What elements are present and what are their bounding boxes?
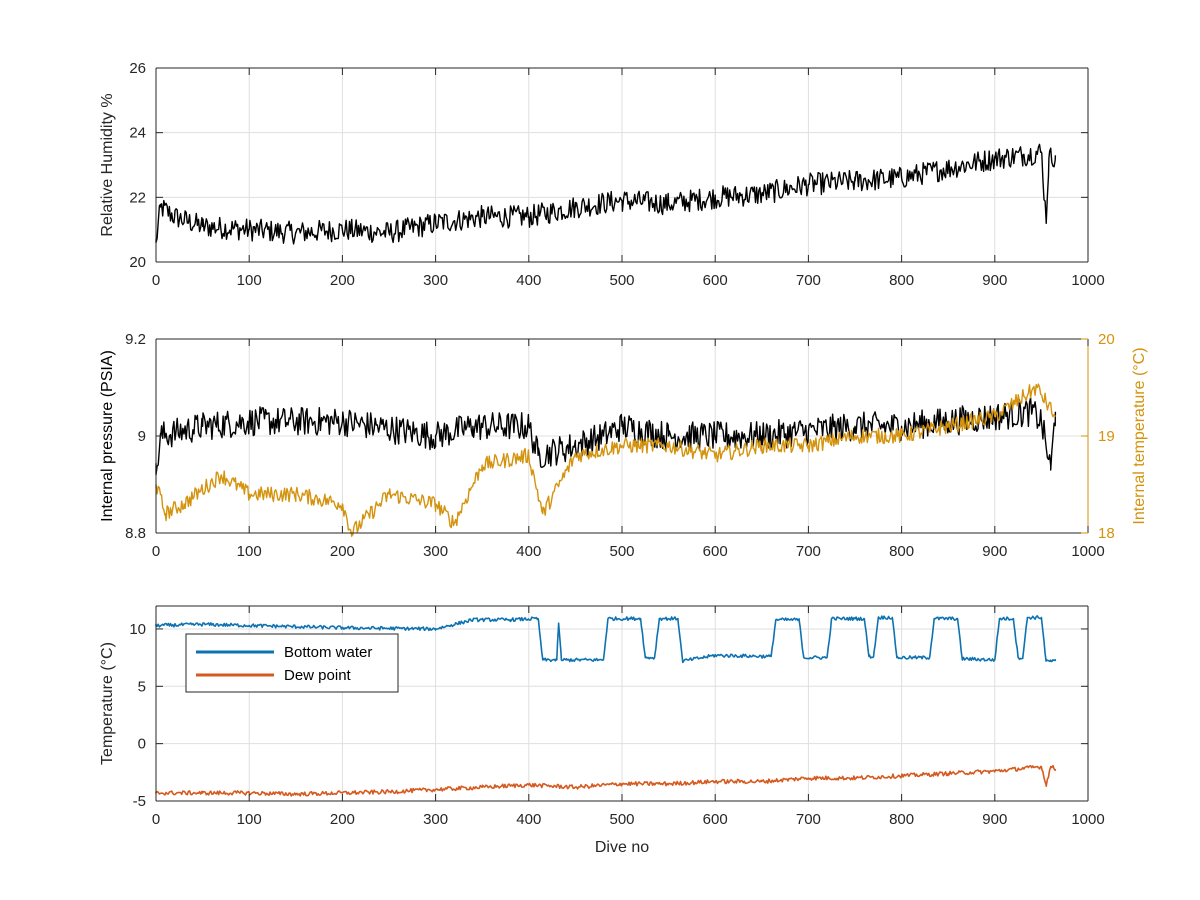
legend-label-bottom-water: Bottom water <box>284 644 372 661</box>
y-tick-label: -5 <box>133 793 146 810</box>
x-tick-label: 100 <box>237 811 262 828</box>
y-tick-label-right: 18 <box>1098 525 1115 542</box>
x-axis-label: Dive no <box>595 839 649 856</box>
series-line-internal-pressure <box>155 397 1057 476</box>
y-tick-label: 0 <box>138 736 146 753</box>
x-tick-label: 300 <box>423 543 448 560</box>
x-tick-label: 800 <box>889 811 914 828</box>
x-tick-label: 900 <box>982 811 1007 828</box>
x-tick-label: 500 <box>609 543 634 560</box>
y-tick-label: 10 <box>129 621 146 638</box>
y-tick-label: 9.2 <box>125 331 146 348</box>
x-tick-label: 500 <box>609 811 634 828</box>
y-tick-label: 8.8 <box>125 525 146 542</box>
humidity-panel: 0 100 200 300 400 500 600 700 800 900 1000 20 22 24 26… <box>99 60 1105 289</box>
x-tick-label: 700 <box>796 543 821 560</box>
y-tick-label: 22 <box>129 189 146 206</box>
x-tick-label: 600 <box>703 543 728 560</box>
y-tick-label: 26 <box>129 60 146 77</box>
x-tick-label: 200 <box>330 272 355 289</box>
x-tick-label: 400 <box>516 811 541 828</box>
y-tick-label: 24 <box>129 125 146 142</box>
x-tick-label: 0 <box>152 272 160 289</box>
y-axis-label: Relative Humidity % <box>99 93 116 236</box>
x-tick-label: 400 <box>516 543 541 560</box>
legend-label-dew-point: Dew point <box>284 667 352 684</box>
series-line-bottom-water <box>155 615 1057 664</box>
x-tick-label: 300 <box>423 811 448 828</box>
y-tick-label-right: 20 <box>1098 331 1115 348</box>
x-tick-label: 600 <box>703 811 728 828</box>
series-line-dew-point <box>155 764 1057 797</box>
x-tick-label: 100 <box>237 272 262 289</box>
legend: Bottom water Dew point <box>185 633 399 693</box>
x-tick-label: 700 <box>796 272 821 289</box>
x-tick-label: 300 <box>423 272 448 289</box>
y-axis-label-right: Internal temperature (°C) <box>1131 347 1148 524</box>
y-tick-label: 9 <box>138 428 146 445</box>
x-tick-label: 1000 <box>1071 543 1104 560</box>
pressure-temperature-panel: 0 100 200 300 400 500 600 700 800 900 1000 8.8 9 9.2 1… <box>99 331 1148 560</box>
x-tick-label: 200 <box>330 811 355 828</box>
x-tick-label: 100 <box>237 543 262 560</box>
x-tick-label: 900 <box>982 272 1007 289</box>
y-tick-label: 5 <box>138 678 146 695</box>
x-tick-label: 0 <box>152 811 160 828</box>
x-tick-label: 600 <box>703 272 728 289</box>
x-tick-label: 1000 <box>1071 811 1104 828</box>
x-tick-label: 800 <box>889 272 914 289</box>
x-tick-label: 900 <box>982 543 1007 560</box>
x-tick-label: 700 <box>796 811 821 828</box>
y-tick-label-right: 19 <box>1098 428 1115 445</box>
y-tick-label: 20 <box>129 254 146 271</box>
legend-box <box>185 633 399 693</box>
x-tick-label: 1000 <box>1071 272 1104 289</box>
x-tick-label: 0 <box>152 543 160 560</box>
bottom-water-dewpoint-panel: 0 100 200 300 400 500 600 700 800 900 1000 -5 0 5 10 Te… <box>99 605 1105 856</box>
y-axis-label: Temperature (°C) <box>99 642 116 765</box>
x-tick-label: 500 <box>609 272 634 289</box>
y-axis-label: Internal pressure (PSIA) <box>99 350 116 522</box>
series-line-internal-temperature <box>155 383 1057 537</box>
x-tick-label: 400 <box>516 272 541 289</box>
x-tick-label: 200 <box>330 543 355 560</box>
series-line-relative-humidity <box>155 143 1057 245</box>
x-tick-label: 800 <box>889 543 914 560</box>
